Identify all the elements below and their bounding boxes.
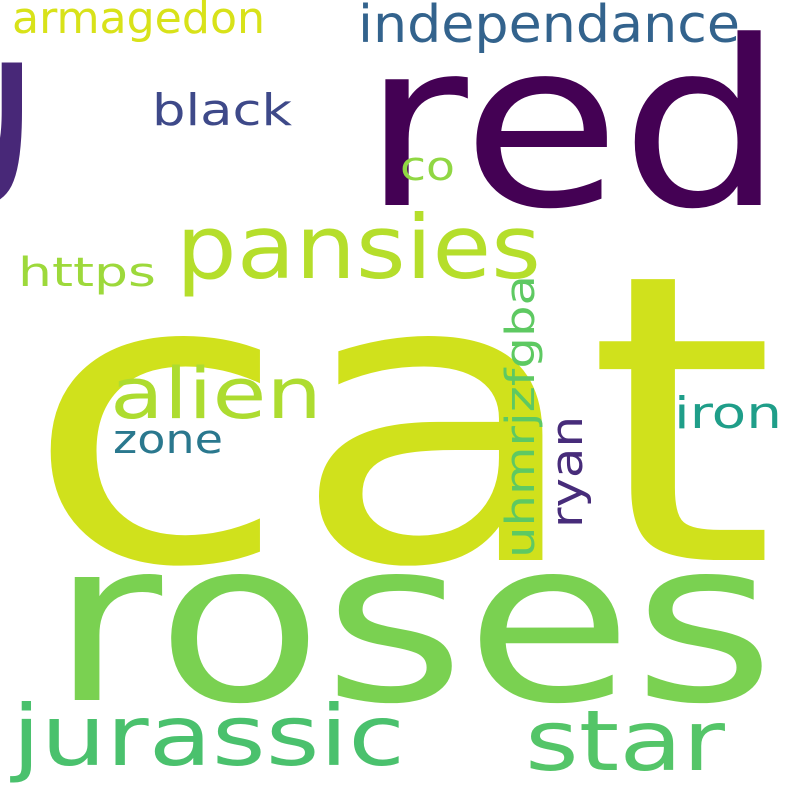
- word-star: star: [525, 692, 726, 790]
- word-iron: iron: [674, 388, 782, 439]
- word-red: red: [362, 0, 784, 260]
- word-uhmrjzfgba: uhmrjzfgba: [498, 275, 544, 558]
- word-roses: roses: [50, 492, 775, 754]
- word-co: co: [400, 144, 455, 190]
- word-independance: independance: [358, 0, 740, 55]
- word-alien: alien: [110, 353, 322, 435]
- word-pansies: pansies: [176, 196, 541, 299]
- word-black: black: [152, 85, 293, 136]
- word-zone: zone: [113, 417, 223, 463]
- word-cat: cat: [24, 190, 776, 655]
- word-t: t: [0, 50, 86, 255]
- word-jurassic: jurassic: [10, 687, 405, 785]
- word-ryan: ryan: [542, 416, 593, 528]
- word-armagedon: armagedon: [12, 0, 265, 44]
- word-https: https: [18, 250, 156, 296]
